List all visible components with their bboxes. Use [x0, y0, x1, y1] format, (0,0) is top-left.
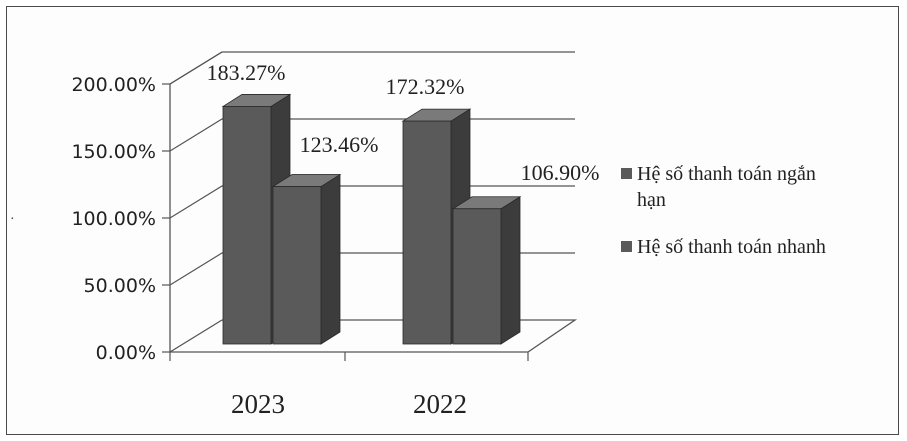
bar-front	[272, 186, 322, 345]
bar	[271, 173, 342, 345]
data-labels: 183.27% 123.46% 172.32% 106.90%	[207, 60, 600, 185]
data-label: 123.46%	[300, 132, 379, 157]
bar-side	[320, 173, 341, 345]
bars	[221, 93, 522, 345]
y-tick-label: 150.00%	[71, 141, 156, 163]
legend-swatch	[621, 168, 632, 179]
category-label: 2022	[413, 389, 467, 419]
bar-front	[452, 208, 502, 345]
y-tick-label: 100.00%	[71, 208, 156, 230]
y-tick-label: 0.00%	[96, 342, 156, 364]
y-axis-ticks: 0.00% 50.00% 100.00% 150.00% 200.00%	[71, 74, 529, 364]
stray-dot: ·	[10, 212, 15, 227]
category-label: 2023	[231, 389, 285, 419]
gridline	[169, 51, 575, 85]
bar-side	[500, 196, 521, 345]
bar-front	[222, 106, 272, 345]
data-label: 106.90%	[521, 160, 600, 185]
floor-edge	[170, 319, 578, 353]
legend-swatch	[621, 241, 632, 252]
data-label: 172.32%	[386, 74, 465, 99]
legend-entry: Hệ số thanh toán ngắn hạn	[637, 163, 816, 211]
bar-front	[402, 120, 452, 345]
bar	[451, 196, 522, 345]
y-tick-label: 50.00%	[84, 275, 156, 297]
data-label: 183.27%	[207, 60, 286, 85]
y-tick-label: 200.00%	[71, 74, 156, 96]
legend-entry: Hệ số thanh toán nhanh	[637, 236, 826, 258]
legend: Hệ số thanh toán ngắn hạn Hệ số thanh toán…	[621, 163, 826, 258]
x-axis-categories: 2023 2022	[231, 389, 467, 419]
